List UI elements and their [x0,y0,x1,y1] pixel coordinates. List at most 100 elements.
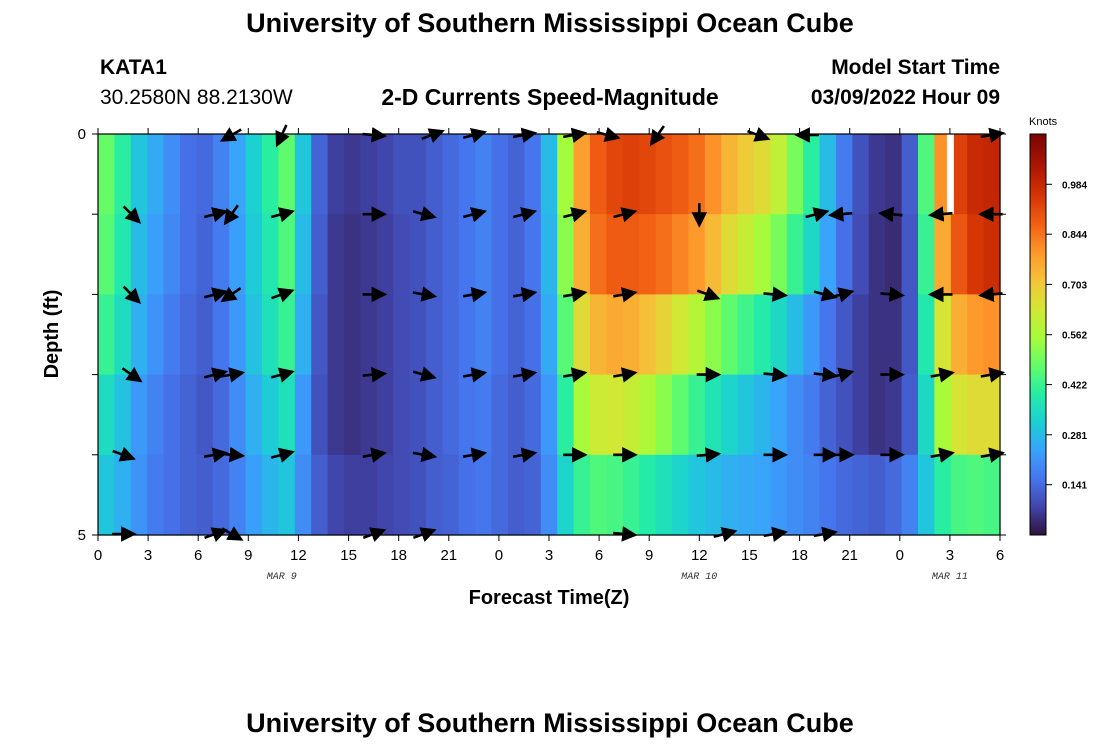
heatmap-cell [294,454,312,536]
heatmap-cell [130,294,148,376]
current-vector-arrow [563,207,588,223]
heatmap-cell [590,294,607,376]
heatmap-cell [934,294,952,376]
current-vector-arrow [747,126,771,142]
heatmap-cell [196,294,214,376]
heatmap-cell [606,294,624,376]
heatmap-cell [819,294,837,376]
heatmap-cell [114,134,132,215]
heatmap-cell [950,134,968,215]
heatmap-cell [606,454,624,536]
heatmap-cell [754,454,771,536]
current-vector-arrow [204,527,228,543]
heatmap-cell [294,134,312,215]
heatmap-cell [557,454,575,536]
heatmap-cell [360,454,378,536]
current-vector-arrow [223,204,240,226]
heatmap-cell [311,374,329,456]
heatmap-cell [573,214,591,295]
heatmap-cell [180,374,197,456]
heatmap-cell [540,454,558,536]
heatmap-cell [688,294,706,376]
heatmap-cell [622,134,640,215]
current-vector-arrow [613,287,638,303]
heatmap-cell [967,374,985,456]
current-vector-arrow [813,366,839,383]
heatmap-cell [573,294,591,376]
heatmap-cell [98,294,115,376]
heatmap-cell [491,214,509,295]
heatmap-cell [344,454,361,536]
current-vector-arrow [122,285,142,305]
heatmap-cell [196,454,214,536]
date-label: MAR 11 [932,572,968,583]
current-vector-arrow [696,447,722,463]
colorbar-gradient [1029,133,1047,536]
current-vector-arrow [805,207,830,223]
heatmap-cell [868,374,886,456]
heatmap-cell [114,374,132,456]
current-vector-arrow [362,367,388,383]
x-tick-label: 9 [645,547,653,564]
current-vector-arrow [613,207,638,223]
heatmap-cell [672,454,689,536]
heatmap-cell [622,454,640,536]
heatmap-cell [114,454,132,536]
current-vector-arrow [220,367,246,383]
heatmap-cell [655,214,673,295]
heatmap-cell [754,214,771,295]
heatmap-cell [508,454,525,536]
heatmap-cell [98,374,115,456]
current-vector-arrow [362,447,387,463]
heatmap-cell [212,134,230,215]
heatmap-cell [868,134,886,215]
heatmap-cell [524,454,542,536]
heatmap-cell [327,214,345,295]
heatmap-cell [540,294,558,376]
heatmap-cell [852,214,870,295]
station-id: KATA1 [100,56,167,79]
heatmap-cell [311,294,329,376]
heatmap-cell [590,454,607,536]
heatmap-cell [754,294,771,376]
heatmap-cell [918,214,935,295]
heatmap-cell [704,374,722,456]
heatmap-cell [245,134,263,215]
heatmap-cell [294,214,312,295]
x-axis: 0 3 6 9 12 15 18 21 0 3 6 9 12 15 18 21 0 3 6 MAR 9 MAR 10 MA… [94,128,1004,583]
heatmap-cell [393,214,411,295]
colorbar-tick-label: 0.422 [1062,381,1087,392]
heatmap-cell [360,134,378,215]
y-tick-label: 5 [78,527,86,544]
heatmap-cell [819,134,837,215]
heatmap-cell [294,294,312,376]
x-tick-label: 15 [340,547,357,564]
heatmap-cell [901,134,919,215]
heatmap-cell [130,454,148,536]
current-vector-arrow [270,207,295,223]
heatmap-cell [672,134,689,215]
heatmap-cell [770,374,788,456]
heatmap-cell [934,374,952,456]
heatmap-cell [590,374,607,456]
heatmap-cell [262,214,279,295]
heatmap-cell [672,374,689,456]
heatmap-cell [98,454,115,536]
x-tick-label: 12 [691,547,708,564]
heatmap-cell [229,454,247,536]
heatmap-cell [901,294,919,376]
current-vector-arrow [512,287,538,303]
current-vector-arrow [421,128,445,144]
heatmap-cell [688,134,706,215]
heatmap-cell [770,454,788,536]
current-vector-arrow [462,287,488,303]
heatmap-cell [655,374,673,456]
heatmap-cell [967,294,985,376]
heatmap-cell [180,134,197,215]
heatmap-cell [212,454,230,536]
current-vector-arrow [462,447,488,463]
heatmap-cell [606,214,624,295]
heatmap-cell [721,374,739,456]
current-vector-arrow [880,286,905,302]
model-start-label: Model Start Time [831,56,1000,79]
